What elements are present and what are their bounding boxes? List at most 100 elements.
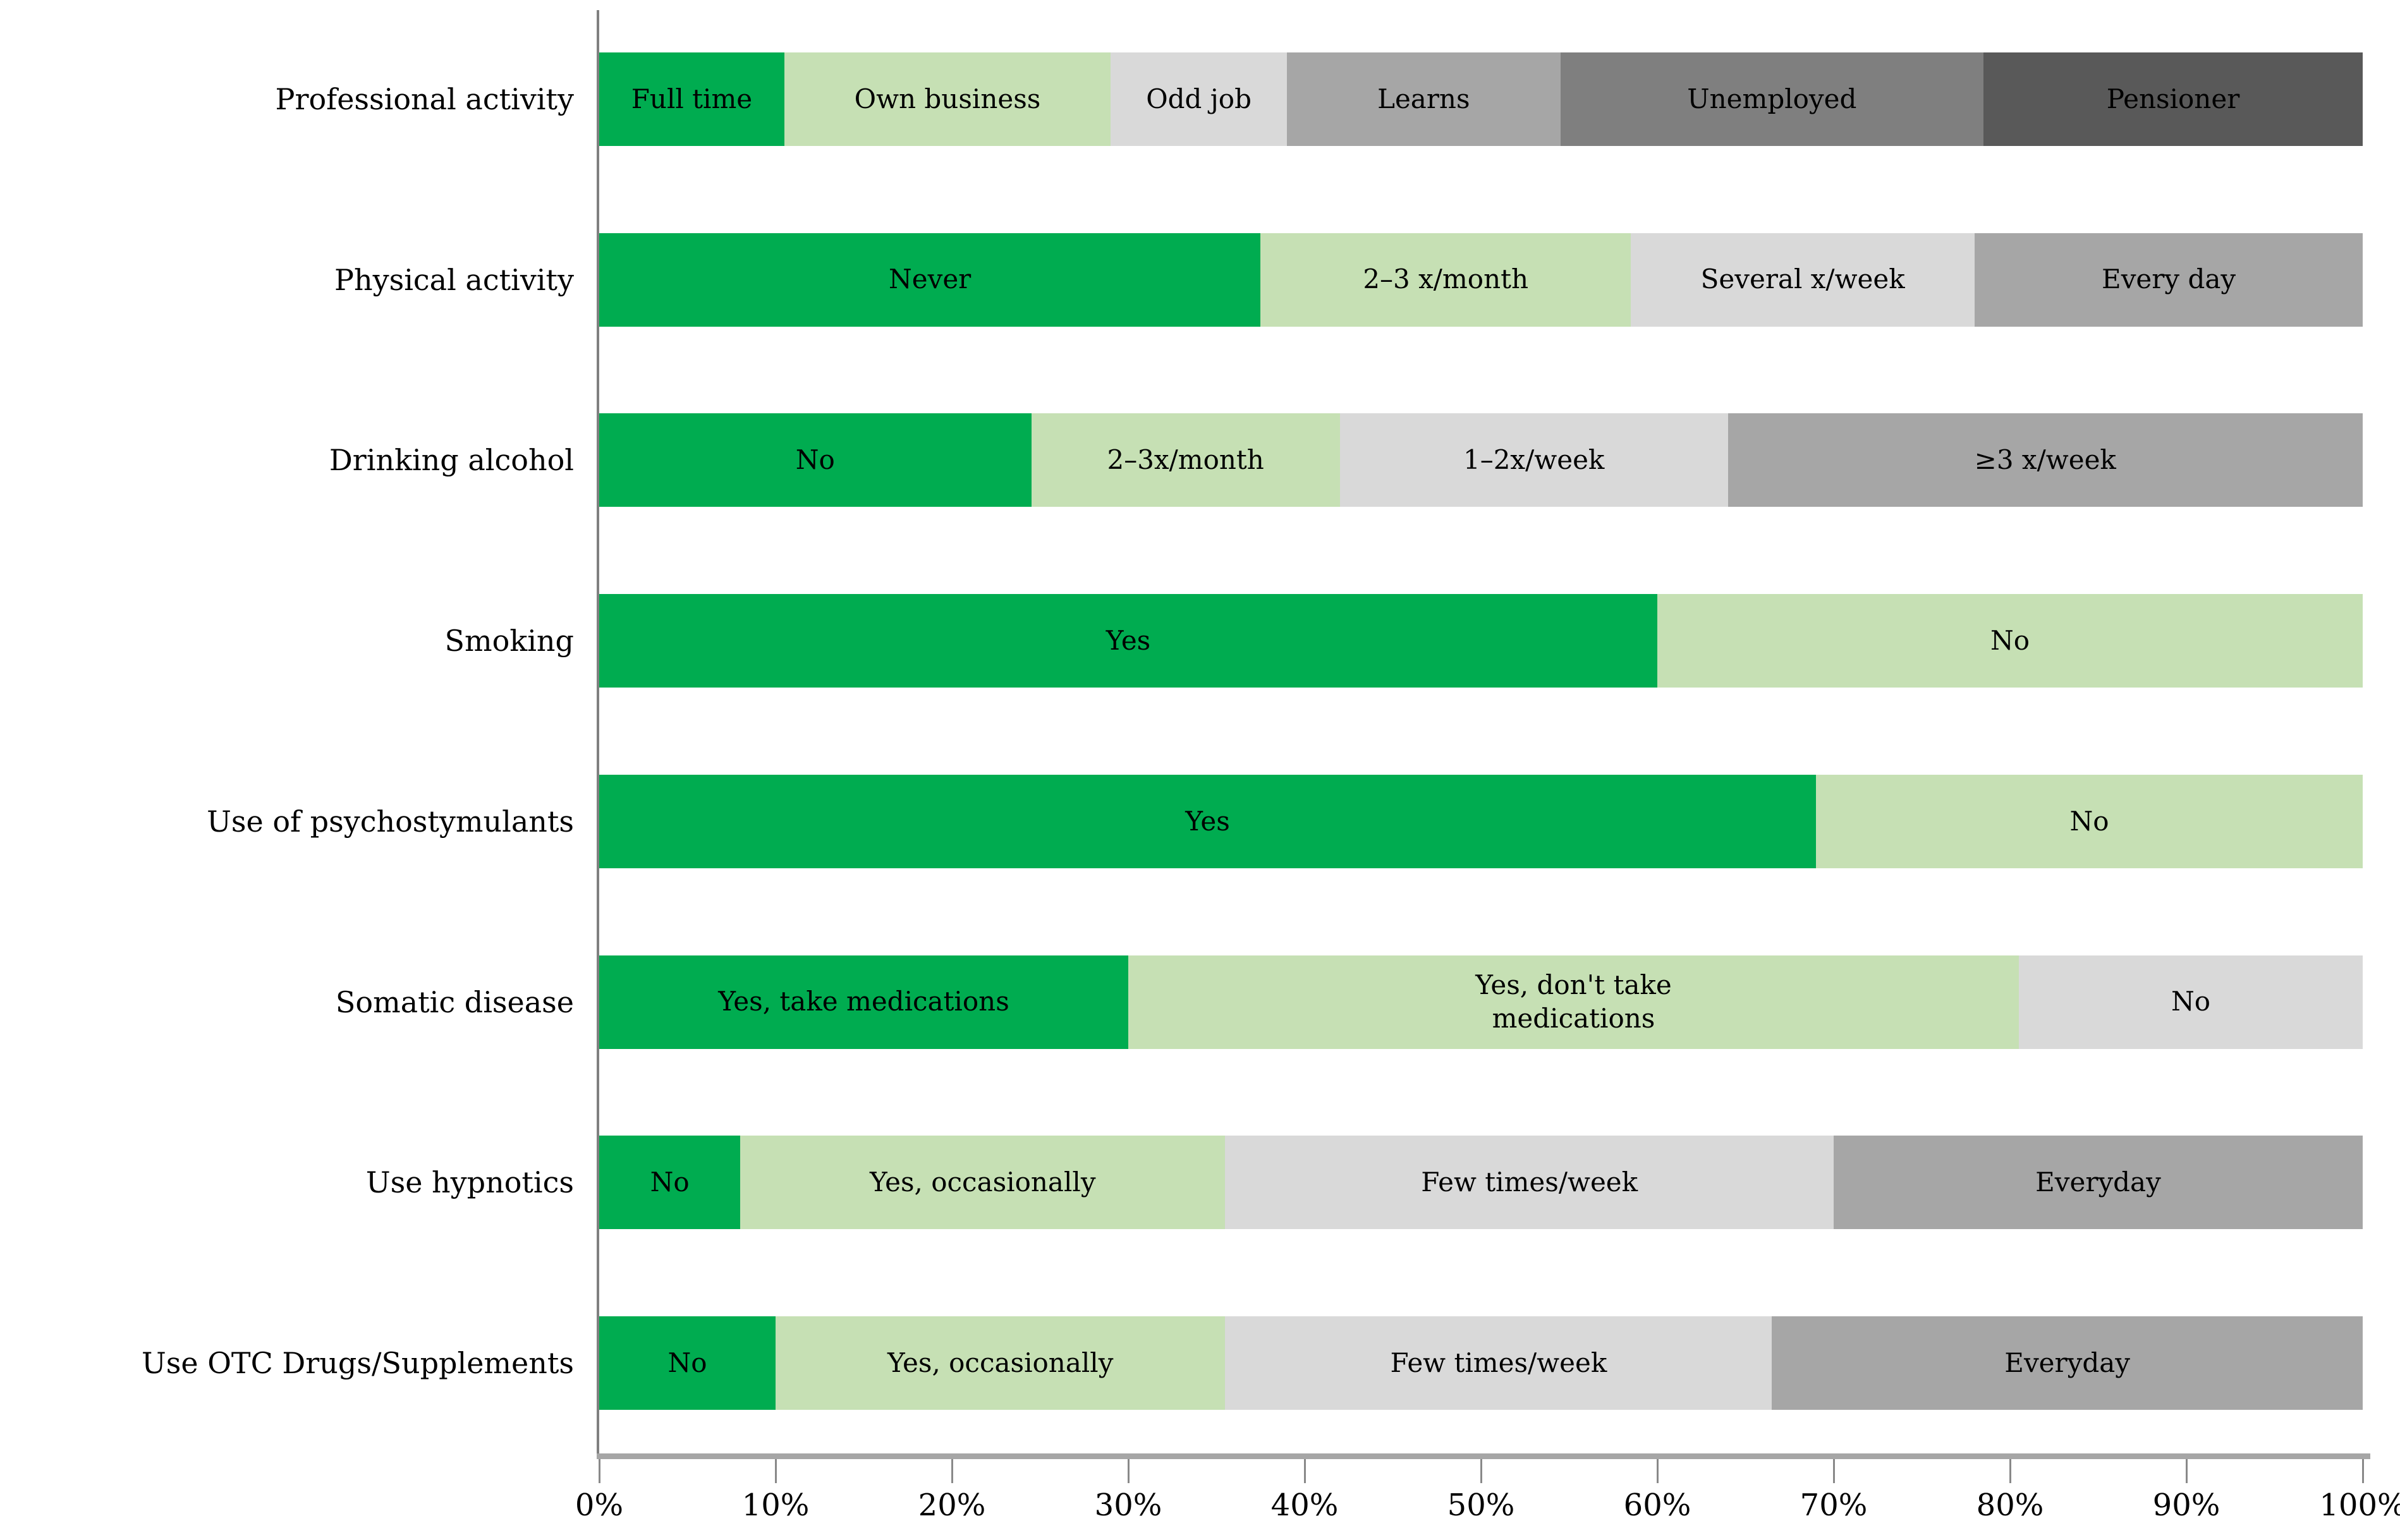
segment-label: Odd job (1146, 83, 1252, 114)
bar-segment: Unemployed (1560, 52, 1984, 146)
bar-segment: Yes (599, 594, 1657, 688)
x-tick-label: 80% (1976, 1488, 2044, 1523)
x-tick (1304, 1459, 1306, 1483)
bar-row: Never 2–3 x/month Several x/week Every day (599, 190, 2363, 370)
segment-label: No (2171, 986, 2210, 1017)
segment-label: ≥3 x/week (1974, 444, 2116, 476)
segment-label: Everyday (2035, 1167, 2161, 1198)
segment-label: Yes, occasionally (870, 1167, 1096, 1198)
bar-row: No Yes, occasionally Few times/week Everyda… (599, 1093, 2363, 1273)
segment-label: No (1990, 624, 2030, 656)
bar-segment: ≥3 x/week (1727, 413, 2363, 507)
x-tick (2009, 1459, 2011, 1483)
segment-label: Own business (854, 83, 1041, 114)
x-axis-tick-labels: 0% 10% 20% 30% 40% 50% 60% 70% 80% 90% 100% (575, 1488, 2400, 1525)
x-tick (775, 1459, 777, 1483)
segment-label: Never (888, 264, 972, 295)
segment-label: Unemployed (1687, 83, 1857, 114)
x-tick (1657, 1459, 1659, 1483)
x-tick-label: 100% (2319, 1488, 2400, 1523)
bar-row: Yes No (599, 550, 2363, 731)
bar-segment: No (2018, 955, 2363, 1049)
category-label: Somatic disease (335, 985, 574, 1019)
bar-segment: 1–2x/week (1339, 413, 1728, 507)
bar-segment: Few times/week (1225, 1136, 1834, 1230)
bar-segment: No (1657, 594, 2363, 688)
x-tick-label: 10% (741, 1488, 810, 1523)
segment-label: No (2069, 805, 2109, 837)
x-tick-label: 30% (1094, 1488, 1162, 1523)
segment-label: Yes (1185, 805, 1230, 837)
segment-label: 2–3 x/month (1363, 264, 1529, 295)
stacked-bar: Yes No (599, 774, 2363, 868)
bar-segment: Learns (1287, 52, 1561, 146)
bar-row: No Yes, occasionally Few times/week Everyda… (599, 1273, 2363, 1453)
bar-segment: No (1816, 774, 2363, 868)
bar-segment: Yes, occasionally (776, 1316, 1226, 1410)
bar-segment: Yes (599, 774, 1817, 868)
x-tick-label: 70% (1800, 1488, 1868, 1523)
x-tick-label: 40% (1270, 1488, 1339, 1523)
bar-segment: Several x/week (1631, 233, 1975, 327)
category-axis-labels: Professional activity Physical activity Dr… (0, 9, 574, 1453)
segment-label: Few times/week (1421, 1167, 1638, 1198)
segment-label: Several x/week (1700, 264, 1905, 295)
stacked-bar: No Yes, occasionally Few times/week Everyda… (599, 1136, 2363, 1230)
segment-label: Pensioner (2106, 83, 2240, 114)
stacked-bar: No Yes, occasionally Few times/week Everyda… (599, 1316, 2363, 1410)
segment-label: No (795, 444, 835, 476)
segment-label: Full time (631, 83, 753, 114)
bar-segment: No (599, 1316, 776, 1410)
bar-segment: Yes, don't take medications (1128, 955, 2019, 1049)
bar-segment: Odd job (1111, 52, 1288, 146)
x-tick (1833, 1459, 1835, 1483)
x-axis-line (597, 1453, 2370, 1459)
bar-segment: Yes, occasionally (740, 1136, 1226, 1230)
x-tick (951, 1459, 953, 1483)
y-axis-line (597, 10, 599, 1458)
segment-label: No (650, 1167, 690, 1198)
x-tick-label: 20% (918, 1488, 986, 1523)
category-label: Smoking (444, 624, 574, 658)
bar-segment: 2–3x/month (1031, 413, 1340, 507)
bar-row: No 2–3x/month 1–2x/week ≥3 x/week (599, 370, 2363, 551)
segment-label: Yes, take medications (718, 986, 1009, 1017)
stacked-bar: Never 2–3 x/month Several x/week Every day (599, 233, 2363, 327)
category-label: Use of psychostymulants (207, 804, 574, 839)
bar-segment: Every day (1975, 233, 2363, 327)
x-tick (1128, 1459, 1130, 1483)
segment-label: 2–3x/month (1107, 444, 1264, 476)
category-label: Drinking alcohol (329, 443, 574, 478)
bar-segment: No (599, 413, 1032, 507)
category-label: Use OTC Drugs/Supplements (141, 1346, 574, 1381)
plot-area: Full time Own business Odd job Learns Unempl… (599, 9, 2363, 1453)
x-tick (2362, 1459, 2364, 1483)
bar-segment: Full time (599, 52, 784, 146)
segment-label: Yes, don't take medications (1475, 969, 1672, 1034)
bar-row: Full time Own business Odd job Learns Unempl… (599, 9, 2363, 190)
bar-segment: Own business (784, 52, 1111, 146)
bar-segment: Yes, take medications (599, 955, 1128, 1049)
bar-segment: Pensioner (1983, 52, 2363, 146)
stacked-bar: Yes, take medications Yes, don't take med… (599, 955, 2363, 1049)
x-tick-label: 90% (2152, 1488, 2220, 1523)
stacked-bar: No 2–3x/month 1–2x/week ≥3 x/week (599, 413, 2363, 507)
category-label: Professional activity (275, 82, 574, 116)
stacked-bar: Yes No (599, 594, 2363, 688)
x-tick (2186, 1459, 2188, 1483)
bar-row: Yes, take medications Yes, don't take med… (599, 912, 2363, 1093)
x-axis-ticks (599, 1459, 2364, 1483)
bar-segment: No (599, 1136, 741, 1230)
x-tick-label: 60% (1623, 1488, 1691, 1523)
segment-label: Every day (2102, 264, 2236, 295)
bar-row: Yes No (599, 731, 2363, 912)
segment-label: Learns (1377, 83, 1470, 114)
bar-segment: Everyday (1772, 1316, 2363, 1410)
x-tick-label: 0% (575, 1488, 624, 1523)
segment-label: Yes, occasionally (887, 1347, 1114, 1378)
segment-label: Yes (1106, 624, 1151, 656)
x-tick (599, 1459, 600, 1483)
bar-segment: 2–3 x/month (1260, 233, 1631, 327)
segment-label: Everyday (2004, 1347, 2130, 1378)
